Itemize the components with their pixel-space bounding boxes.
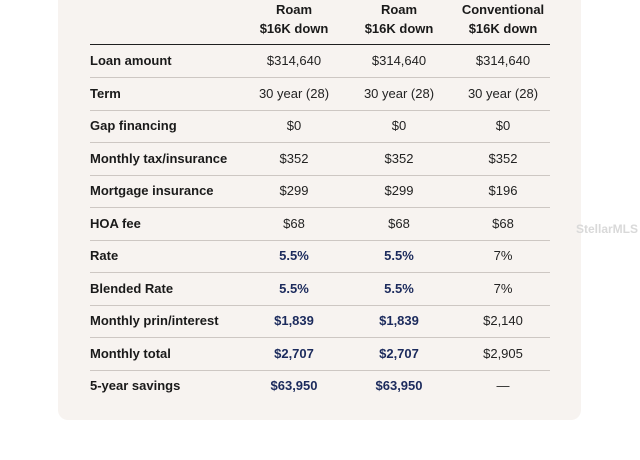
row-value: $299	[279, 183, 309, 198]
row-value: —	[496, 378, 510, 393]
row-label: Loan amount	[90, 53, 172, 68]
row-value: 7%	[493, 280, 513, 296]
header-divider	[90, 44, 550, 45]
row-value: $352	[488, 150, 518, 166]
row-value: $196	[488, 183, 518, 198]
column-title: Roam	[275, 2, 313, 17]
row-value: $0	[391, 118, 407, 133]
row-value: $2,707	[379, 345, 419, 361]
row-label: Monthly prin/interest	[90, 313, 219, 328]
column-subtitle: $16K down	[468, 21, 538, 36]
table-row: Mortgage insurance $299 $299 $196	[90, 175, 550, 208]
row-value: $68	[388, 215, 410, 231]
row-value: 30 year (28)	[258, 85, 330, 101]
row-label: Term	[90, 85, 121, 101]
row-label: 5-year savings	[90, 378, 181, 393]
table-row: 5-year savings $63,950 $63,950 —	[90, 370, 550, 402]
table-row: Gap financing $0 $0 $0	[90, 110, 550, 143]
column-header-roam-2: Roam $16K down	[339, 0, 459, 38]
column-subtitle: $16K down	[259, 21, 329, 36]
row-value: 7%	[493, 248, 513, 263]
column-header-roam-1: Roam $16K down	[234, 0, 354, 38]
row-value: $314,640	[475, 53, 531, 68]
row-label: Rate	[90, 248, 119, 263]
column-header-conventional: Conventional $16K down	[443, 0, 563, 38]
row-value: 5.5%	[384, 280, 414, 296]
table-row: HOA fee $68 $68 $68	[90, 208, 550, 241]
row-value: $68	[283, 215, 305, 231]
table-row: Monthly total $2,707 $2,707 $2,905	[90, 338, 550, 371]
row-label: HOA fee	[90, 215, 141, 231]
row-value: $1,839	[274, 313, 314, 328]
row-value: $299	[384, 183, 414, 198]
row-value: $63,950	[270, 378, 318, 393]
row-value: $0	[286, 118, 302, 133]
row-value: $0	[495, 118, 511, 133]
table-row: Loan amount $314,640 $314,640 $314,640	[90, 45, 550, 78]
table-row: Term 30 year (28) 30 year (28) 30 year (28)	[90, 78, 550, 111]
row-label: Gap financing	[90, 118, 177, 133]
row-value: 30 year (28)	[363, 85, 435, 101]
row-value: 5.5%	[279, 248, 309, 263]
comparison-card	[58, 0, 581, 420]
row-label: Blended Rate	[90, 280, 174, 296]
table-row: Rate 5.5% 5.5% 7%	[90, 240, 550, 273]
row-value: $68	[492, 215, 514, 231]
row-value: $2,905	[483, 345, 523, 361]
row-label: Monthly total	[90, 345, 171, 361]
row-value: $352	[384, 150, 414, 166]
row-value: $1,839	[379, 313, 419, 328]
column-subtitle: $16K down	[364, 21, 434, 36]
row-label: Mortgage insurance	[90, 183, 214, 198]
row-value: 5.5%	[279, 280, 309, 296]
table-header: Roam $16K down Roam $16K down Convention…	[0, 0, 640, 44]
table-row: Monthly tax/insurance $352 $352 $352	[90, 143, 550, 176]
row-value: 30 year (28)	[467, 85, 539, 101]
row-value: $2,140	[483, 313, 523, 328]
row-label: Monthly tax/insurance	[90, 150, 228, 166]
column-title: Roam	[380, 2, 418, 17]
row-value: $2,707	[274, 345, 314, 361]
watermark: StellarMLS	[576, 222, 639, 236]
row-value: $63,950	[375, 378, 423, 393]
row-value: $314,640	[266, 53, 322, 68]
row-value: $352	[279, 150, 309, 166]
column-title: Conventional	[461, 2, 545, 17]
row-value: 5.5%	[384, 248, 414, 263]
row-value: $314,640	[371, 53, 427, 68]
table-row: Blended Rate 5.5% 5.5% 7%	[90, 273, 550, 306]
table-row: Monthly prin/interest $1,839 $1,839 $2,140	[90, 305, 550, 338]
